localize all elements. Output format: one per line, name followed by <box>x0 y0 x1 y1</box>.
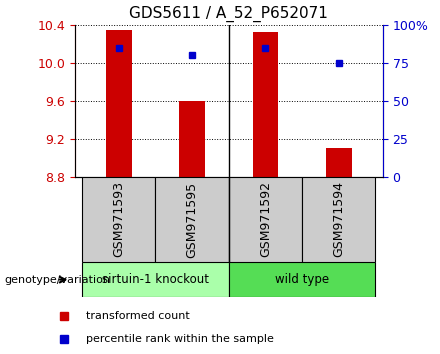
Text: percentile rank within the sample: percentile rank within the sample <box>86 334 274 344</box>
Text: transformed count: transformed count <box>86 311 190 321</box>
Bar <box>155 177 229 262</box>
Text: GSM971594: GSM971594 <box>332 182 345 257</box>
Text: wild type: wild type <box>275 273 329 286</box>
Bar <box>229 177 302 262</box>
Bar <box>326 148 352 177</box>
Bar <box>253 32 278 177</box>
Text: genotype/variation: genotype/variation <box>4 275 110 285</box>
Bar <box>229 262 375 297</box>
Bar <box>106 29 132 177</box>
Bar <box>82 177 155 262</box>
Text: sirtuin-1 knockout: sirtuin-1 knockout <box>102 273 209 286</box>
Bar <box>82 262 229 297</box>
Text: GSM971595: GSM971595 <box>186 181 198 258</box>
Bar <box>180 101 205 177</box>
Text: GSM971592: GSM971592 <box>259 182 272 257</box>
Title: GDS5611 / A_52_P652071: GDS5611 / A_52_P652071 <box>129 6 328 22</box>
Bar <box>302 177 375 262</box>
Text: GSM971593: GSM971593 <box>112 182 125 257</box>
